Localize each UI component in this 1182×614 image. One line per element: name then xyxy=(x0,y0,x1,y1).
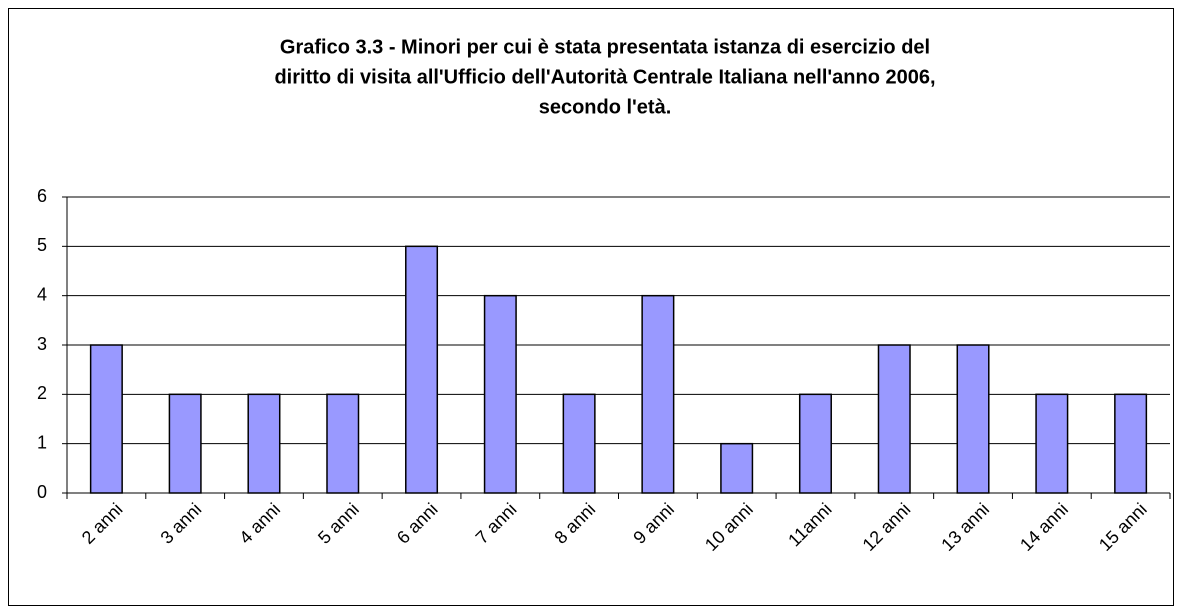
bar xyxy=(798,393,832,494)
bar xyxy=(562,393,596,494)
y-tick-label: 0 xyxy=(37,482,47,502)
bar xyxy=(641,294,675,494)
bar xyxy=(1114,393,1148,494)
chart-title: Grafico 3.3 - Minori per cui è stata pre… xyxy=(280,36,930,58)
bar xyxy=(247,393,281,494)
bar xyxy=(483,294,517,494)
bar xyxy=(89,344,123,494)
y-tick-label: 2 xyxy=(37,383,47,403)
chart-frame xyxy=(8,8,1174,606)
y-tick-label: 1 xyxy=(37,432,47,452)
bar xyxy=(720,442,754,494)
bar xyxy=(168,393,202,494)
chart-title: diritto di visita all'Ufficio dell'Autor… xyxy=(274,66,935,88)
y-tick-label: 4 xyxy=(37,284,47,304)
bar xyxy=(877,344,911,494)
chart-title: secondo l'età. xyxy=(539,96,672,118)
bar xyxy=(326,393,360,494)
bar xyxy=(1035,393,1069,494)
y-tick-label: 5 xyxy=(37,235,47,255)
bar xyxy=(405,245,439,494)
bar xyxy=(956,344,990,494)
y-tick-label: 6 xyxy=(37,186,47,206)
y-tick-label: 3 xyxy=(37,334,47,354)
